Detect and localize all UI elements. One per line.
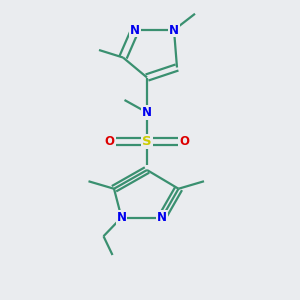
Text: N: N [116, 211, 127, 224]
Text: N: N [130, 23, 140, 37]
Text: O: O [104, 135, 115, 148]
Text: S: S [142, 135, 152, 148]
Text: N: N [157, 211, 167, 224]
Text: N: N [169, 23, 179, 37]
Text: O: O [179, 135, 190, 148]
Text: N: N [142, 106, 152, 119]
